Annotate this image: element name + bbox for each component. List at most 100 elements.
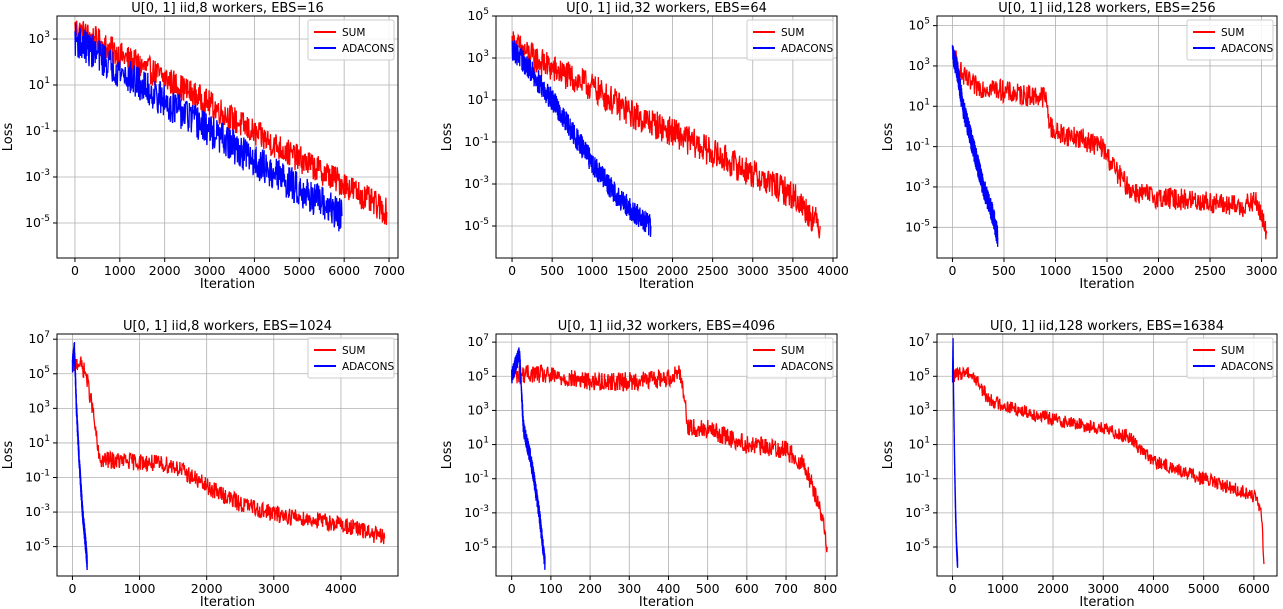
x-tick-label: 500 xyxy=(540,263,564,278)
series-line-adacons xyxy=(511,40,652,237)
y-tick-label: 103 xyxy=(908,401,930,417)
series-line-sum xyxy=(511,31,821,239)
chart-title: U[0, 1] iid,8 workers, EBS=16 xyxy=(131,1,324,16)
x-tick-label: 0 xyxy=(71,263,79,278)
x-tick-label: 1000 xyxy=(987,581,1019,596)
y-tick-label: 103 xyxy=(908,57,930,73)
y-tick-label: 103 xyxy=(28,30,50,46)
x-tick-label: 2000 xyxy=(1143,263,1175,278)
y-axis-label: Loss xyxy=(881,123,896,152)
x-tick-label: 5000 xyxy=(1188,581,1220,596)
x-tick-label: 7000 xyxy=(373,263,405,278)
y-tick-label: 105 xyxy=(467,7,489,23)
chart-panel-1: 0 500 1000 1500 2000 2500 3000 3500 4000 10-5 10-3… xyxy=(440,1,849,292)
y-tick-label: 105 xyxy=(908,367,930,383)
y-tick-label: 101 xyxy=(908,97,930,113)
x-tick-label: 500 xyxy=(992,263,1016,278)
plot-frame xyxy=(495,333,838,577)
y-tick-label: 101 xyxy=(467,436,489,452)
series-line-adacons xyxy=(71,342,88,571)
x-tick-label: 3000 xyxy=(1087,581,1119,596)
x-tick-label: 4000 xyxy=(1138,581,1170,596)
chart-panel-4: 0 100 200 300 400 500 600 700 800 10-5 10-3 10-1 101… xyxy=(440,319,838,609)
x-tick-label: 1000 xyxy=(124,581,156,596)
chart-panel-0: 0 1000 2000 3000 4000 5000 6000 7000 10-5 10-3 10-… xyxy=(1,1,405,292)
legend xyxy=(746,337,834,379)
y-tick-label: 101 xyxy=(467,91,489,107)
y-tick-label: 103 xyxy=(28,399,50,415)
y-tick-label: 103 xyxy=(467,401,489,417)
series-line-sum xyxy=(511,364,828,553)
legend xyxy=(1186,337,1274,379)
x-tick-label: 4000 xyxy=(325,581,357,596)
y-axis-label: Loss xyxy=(1,441,16,470)
x-axis-label: Iteration xyxy=(1079,595,1134,609)
x-tick-label: 6000 xyxy=(328,263,360,278)
x-tick-label: 0 xyxy=(68,581,76,596)
x-tick-label: 0 xyxy=(948,263,956,278)
y-tick-label: 10-5 xyxy=(905,218,930,234)
y-tick-label: 107 xyxy=(467,333,489,349)
chart-title: U[0, 1] iid,128 workers, EBS=256 xyxy=(998,1,1215,16)
plot-frame xyxy=(56,333,399,577)
chart-title: U[0, 1] iid,8 workers, EBS=1024 xyxy=(123,319,332,334)
x-tick-label: 4000 xyxy=(817,263,849,278)
y-tick-label: 10-1 xyxy=(25,122,50,138)
legend-label-sum: SUM xyxy=(342,27,365,39)
y-tick-label: 10-5 xyxy=(25,214,50,230)
x-tick-label: 200 xyxy=(578,581,602,596)
x-tick-label: 3000 xyxy=(258,581,290,596)
chart-title: U[0, 1] iid,128 workers, EBS=16384 xyxy=(990,319,1224,334)
legend-label-sum: SUM xyxy=(781,345,804,357)
legend-label-sum: SUM xyxy=(342,345,365,357)
x-axis-label: Iteration xyxy=(1079,277,1134,292)
x-tick-label: 1000 xyxy=(576,263,608,278)
chart-title: U[0, 1] iid,32 workers, EBS=4096 xyxy=(558,319,775,334)
y-tick-label: 10-5 xyxy=(905,538,930,554)
y-tick-label: 10-1 xyxy=(464,470,489,486)
legend-label-adacons: ADACONS xyxy=(781,43,834,55)
y-tick-label: 10-3 xyxy=(905,178,930,194)
y-tick-label: 10-3 xyxy=(464,175,489,191)
x-tick-label: 300 xyxy=(617,581,641,596)
x-tick-label: 1000 xyxy=(1040,263,1072,278)
x-tick-label: 5000 xyxy=(283,263,315,278)
x-tick-label: 3000 xyxy=(194,263,226,278)
legend xyxy=(746,19,834,61)
y-tick-label: 10-5 xyxy=(464,217,489,233)
legend-label-sum: SUM xyxy=(1221,27,1244,39)
y-tick-label: 10-1 xyxy=(905,138,930,154)
y-tick-label: 107 xyxy=(908,333,930,349)
series-line-sum xyxy=(71,356,386,545)
y-tick-label: 101 xyxy=(28,434,50,450)
x-tick-label: 1500 xyxy=(1091,263,1123,278)
y-axis-label: Loss xyxy=(881,441,896,470)
series-line-adacons xyxy=(951,45,999,247)
y-tick-label: 103 xyxy=(467,49,489,65)
series-line-sum xyxy=(951,365,1265,565)
legend xyxy=(1186,19,1274,61)
y-tick-label: 101 xyxy=(908,436,930,452)
x-tick-label: 0 xyxy=(508,263,516,278)
y-tick-label: 105 xyxy=(28,365,50,381)
legend-label-adacons: ADACONS xyxy=(342,361,395,373)
legend-label-adacons: ADACONS xyxy=(1221,361,1274,373)
y-tick-label: 10-3 xyxy=(905,504,930,520)
x-tick-label: 100 xyxy=(539,581,563,596)
x-axis-label: Iteration xyxy=(639,277,694,292)
plot-frame xyxy=(56,15,399,259)
chart-title: U[0, 1] iid,32 workers, EBS=64 xyxy=(566,1,767,16)
x-tick-label: 2000 xyxy=(149,263,181,278)
y-tick-label: 10-3 xyxy=(25,503,50,519)
x-tick-label: 4000 xyxy=(239,263,271,278)
chart-panel-5: 0 1000 2000 3000 4000 5000 6000 10-5 10-3 10-1 101… xyxy=(881,319,1278,609)
x-tick-label: 6000 xyxy=(1238,581,1270,596)
x-axis-label: Iteration xyxy=(200,595,255,609)
y-tick-label: 105 xyxy=(908,17,930,33)
legend-label-sum: SUM xyxy=(781,27,804,39)
series-line-adacons xyxy=(511,347,546,570)
x-tick-label: 2500 xyxy=(1194,263,1226,278)
x-tick-label: 2500 xyxy=(697,263,729,278)
series-line-sum xyxy=(74,20,388,225)
